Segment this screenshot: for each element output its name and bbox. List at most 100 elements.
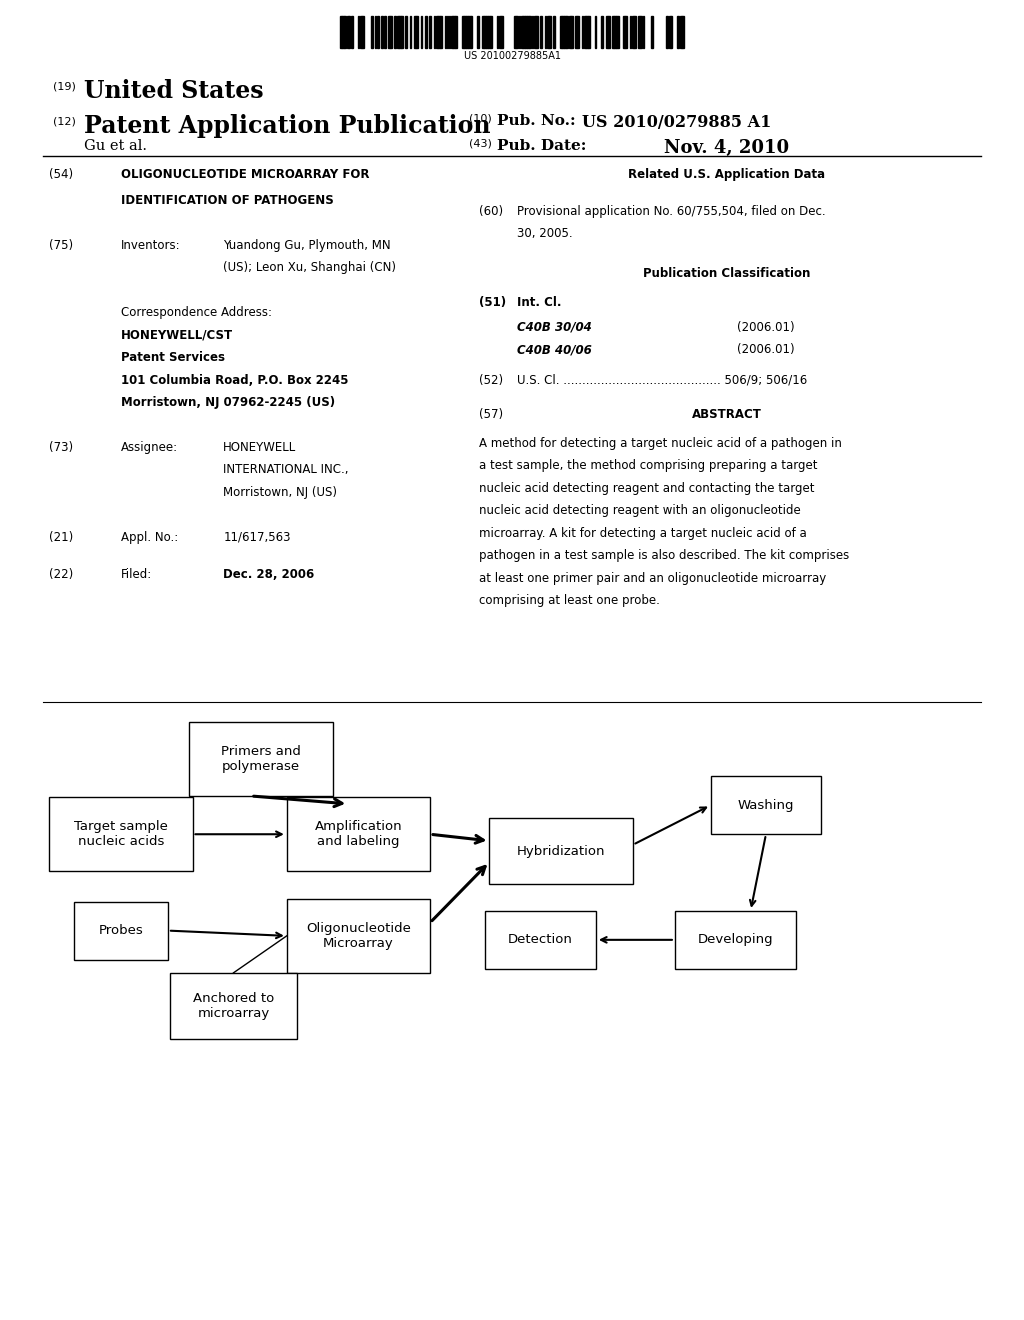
Text: INTERNATIONAL INC.,: INTERNATIONAL INC., (223, 463, 349, 477)
Bar (361, 16, 364, 48)
Text: Dec. 28, 2006: Dec. 28, 2006 (223, 568, 314, 581)
Bar (440, 16, 442, 48)
Text: Publication Classification: Publication Classification (643, 267, 811, 280)
Bar (477, 16, 479, 48)
Text: comprising at least one probe.: comprising at least one probe. (479, 594, 660, 607)
FancyBboxPatch shape (485, 911, 596, 969)
Text: microarray. A kit for detecting a target nucleic acid of a: microarray. A kit for detecting a target… (479, 527, 807, 540)
Bar (523, 16, 524, 48)
Bar (342, 16, 344, 48)
Bar (564, 16, 566, 48)
Text: 30, 2005.: 30, 2005. (517, 227, 572, 240)
Text: Morristown, NJ 07962-2245 (US): Morristown, NJ 07962-2245 (US) (121, 396, 335, 409)
Bar (462, 16, 464, 48)
Text: U.S. Cl. .......................................... 506/9; 506/16: U.S. Cl. ...............................… (517, 374, 807, 387)
Bar (471, 16, 472, 48)
Text: Nov. 4, 2010: Nov. 4, 2010 (664, 139, 788, 157)
Bar (377, 16, 379, 48)
Bar (527, 16, 529, 48)
Text: HONEYWELL/CST: HONEYWELL/CST (121, 329, 232, 342)
Bar (553, 16, 555, 48)
Text: Detection: Detection (508, 933, 573, 946)
Bar (390, 16, 392, 48)
Bar (578, 16, 579, 48)
FancyBboxPatch shape (287, 899, 430, 973)
Bar (669, 16, 671, 48)
Text: Related U.S. Application Data: Related U.S. Application Data (629, 168, 825, 181)
Bar (575, 16, 577, 48)
Text: (21): (21) (49, 531, 74, 544)
Text: (2006.01): (2006.01) (737, 321, 795, 334)
Bar (625, 16, 628, 48)
Bar (671, 16, 673, 48)
Text: a test sample, the method comprising preparing a target: a test sample, the method comprising pre… (479, 459, 818, 473)
Bar (481, 16, 483, 48)
Bar (612, 16, 613, 48)
Bar (582, 16, 584, 48)
Text: at least one primer pair and an oligonucleotide microarray: at least one primer pair and an oligonuc… (479, 572, 826, 585)
Bar (349, 16, 350, 48)
Bar (414, 16, 416, 48)
Bar (449, 16, 451, 48)
Bar (410, 16, 412, 48)
Bar (401, 16, 402, 48)
Bar (623, 16, 625, 48)
Text: (22): (22) (49, 568, 74, 581)
Bar (682, 16, 684, 48)
Text: (52): (52) (479, 374, 504, 387)
Bar (371, 16, 373, 48)
Bar (421, 16, 422, 48)
Bar (340, 16, 342, 48)
Text: pathogen in a test sample is also described. The kit comprises: pathogen in a test sample is also descri… (479, 549, 850, 562)
Bar (388, 16, 390, 48)
Text: C40B 40/06: C40B 40/06 (517, 343, 592, 356)
Bar (560, 16, 562, 48)
Bar (638, 16, 640, 48)
Bar (416, 16, 418, 48)
Bar (446, 16, 449, 48)
Bar (534, 16, 536, 48)
Bar (568, 16, 570, 48)
Text: (57): (57) (479, 408, 504, 421)
Bar (357, 16, 359, 48)
Bar (501, 16, 503, 48)
FancyBboxPatch shape (287, 797, 430, 871)
Text: Hybridization: Hybridization (517, 845, 605, 858)
Bar (595, 16, 597, 48)
Bar (444, 16, 446, 48)
Text: Developing: Developing (697, 933, 773, 946)
Bar (375, 16, 377, 48)
Bar (464, 16, 466, 48)
Text: Pub. No.:: Pub. No.: (497, 114, 575, 128)
FancyBboxPatch shape (711, 776, 821, 834)
Text: Patent Services: Patent Services (121, 351, 225, 364)
Bar (562, 16, 563, 48)
FancyBboxPatch shape (489, 818, 633, 884)
Text: Filed:: Filed: (121, 568, 153, 581)
Bar (344, 16, 346, 48)
Text: Primers and
polymerase: Primers and polymerase (221, 744, 301, 774)
Bar (570, 16, 572, 48)
Text: Amplification
and labeling: Amplification and labeling (314, 820, 402, 849)
Text: (43): (43) (469, 139, 492, 149)
Text: nucleic acid detecting reagent with an oligonucleotide: nucleic acid detecting reagent with an o… (479, 504, 801, 517)
Text: Oligonucleotide
Microarray: Oligonucleotide Microarray (306, 921, 411, 950)
Bar (516, 16, 518, 48)
Bar (488, 16, 489, 48)
Bar (651, 16, 653, 48)
Text: nucleic acid detecting reagent and contacting the target: nucleic acid detecting reagent and conta… (479, 482, 815, 495)
Text: (12): (12) (53, 116, 76, 127)
Bar (541, 16, 543, 48)
Bar (497, 16, 499, 48)
Text: A method for detecting a target nucleic acid of a pathogen in: A method for detecting a target nucleic … (479, 437, 842, 450)
Bar (434, 16, 435, 48)
Text: Correspondence Address:: Correspondence Address: (121, 306, 271, 319)
Text: (2006.01): (2006.01) (737, 343, 795, 356)
Bar (547, 16, 549, 48)
Bar (586, 16, 588, 48)
Text: (10): (10) (469, 114, 492, 124)
Bar (429, 16, 431, 48)
Bar (483, 16, 485, 48)
Bar (680, 16, 682, 48)
Bar (545, 16, 546, 48)
